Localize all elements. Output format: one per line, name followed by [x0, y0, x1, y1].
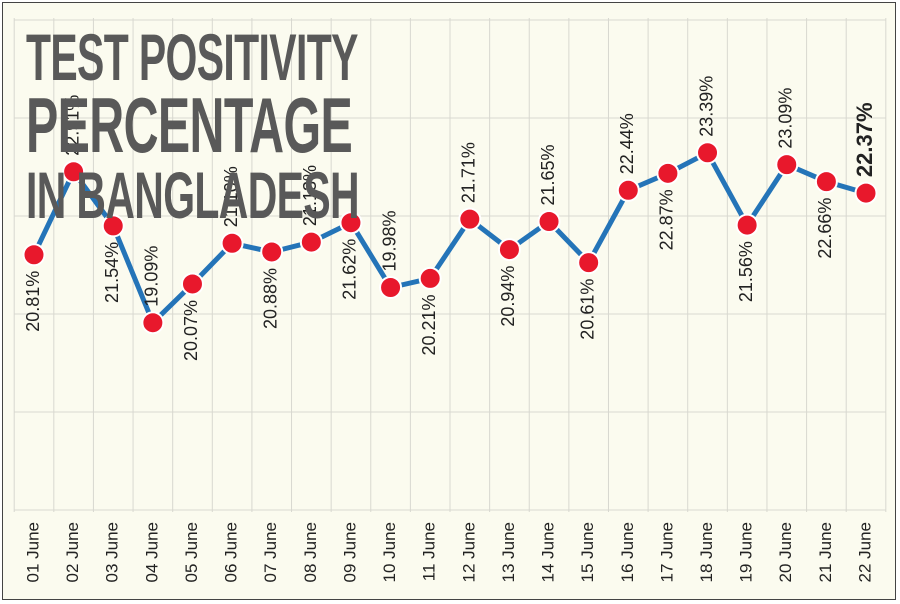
data-label: 20.94%	[498, 266, 518, 327]
x-tick-label: 17 June	[657, 522, 676, 583]
title-line-3: IN BANGLADESH	[26, 158, 360, 232]
data-point-marker	[814, 170, 838, 194]
x-tick-label: 07 June	[261, 522, 280, 583]
data-point-marker	[696, 141, 720, 165]
data-label: 21.62%	[340, 239, 360, 300]
data-label: 21.13%	[300, 165, 320, 226]
x-tick-label: 11 June	[420, 522, 439, 581]
data-label: 21.65%	[538, 144, 558, 205]
x-tick-label: 15 June	[578, 522, 597, 583]
x-tick-label: 03 June	[103, 522, 122, 583]
x-tick-label: 09 June	[340, 522, 359, 583]
data-point-marker	[735, 213, 759, 237]
data-point-marker	[458, 207, 482, 231]
data-point-marker	[854, 181, 878, 205]
x-tick-label: 19 June	[737, 522, 756, 583]
data-point-marker	[299, 230, 323, 254]
data-point-marker	[577, 251, 601, 275]
x-tick-label: 04 June	[142, 522, 161, 583]
data-label: 21.10%	[221, 166, 241, 227]
data-label: 22.37%	[852, 102, 877, 177]
data-label: 20.61%	[577, 279, 597, 340]
data-point-marker	[656, 161, 680, 185]
x-tick-label: 02 June	[63, 522, 82, 583]
data-label: 21.56%	[736, 241, 756, 302]
data-label: 22.91%	[62, 95, 82, 156]
data-point-marker	[497, 238, 521, 262]
x-tick-label: 01 June	[23, 522, 42, 583]
data-point-marker	[537, 210, 561, 234]
title-line-2: PERCENTAGE	[26, 81, 353, 169]
x-tick-label: 14 June	[539, 522, 558, 583]
data-label: 19.09%	[142, 246, 162, 307]
data-label: 22.87%	[657, 189, 677, 250]
x-tick-label: 16 June	[618, 522, 637, 583]
x-tick-label: 21 June	[816, 522, 835, 583]
data-label: 19.98%	[379, 210, 399, 271]
data-label: 21.54%	[102, 242, 122, 303]
data-point-marker	[260, 240, 284, 264]
data-label: 20.21%	[419, 294, 439, 355]
data-point-marker	[418, 266, 442, 290]
data-label: 22.44%	[617, 113, 637, 174]
data-point-marker	[220, 231, 244, 255]
data-point-marker	[62, 160, 86, 184]
data-label: 20.81%	[23, 271, 43, 332]
data-point-marker	[22, 243, 46, 267]
data-point-marker	[141, 311, 165, 335]
data-point-marker	[379, 276, 403, 300]
chart-title: TEST POSITIVITY PERCENTAGE IN BANGLADESH	[26, 20, 360, 232]
data-point-marker	[339, 211, 363, 235]
x-tick-label: 13 June	[499, 522, 518, 583]
data-label: 21.71%	[459, 142, 479, 203]
data-point-marker	[775, 153, 799, 177]
x-tick-label: 22 June	[855, 522, 874, 583]
data-label: 23.39%	[696, 76, 716, 137]
data-point-marker	[101, 214, 125, 238]
x-tick-label: 20 June	[776, 522, 795, 583]
x-tick-label: 08 June	[301, 522, 320, 583]
data-label: 22.66%	[815, 198, 835, 259]
data-point-marker	[180, 272, 204, 296]
x-tick-label: 18 June	[697, 522, 716, 583]
data-label: 23.09%	[776, 88, 796, 149]
data-label: 20.07%	[181, 300, 201, 361]
x-tick-label: 05 June	[182, 522, 201, 583]
x-tick-label: 12 June	[459, 522, 478, 583]
x-tick-label: 06 June	[222, 522, 241, 583]
title-line-1: TEST POSITIVITY	[26, 20, 358, 94]
data-label: 20.88%	[260, 268, 280, 329]
x-tick-label: 10 June	[380, 522, 399, 583]
data-point-marker	[616, 178, 640, 202]
series-line	[31, 150, 867, 326]
